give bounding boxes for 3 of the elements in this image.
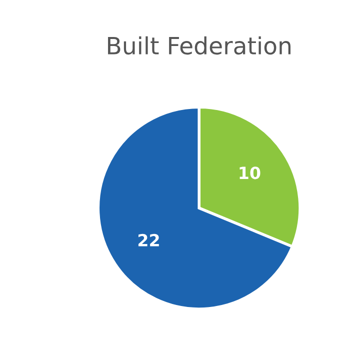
data-label: 10 xyxy=(240,166,260,180)
data-label: 22 xyxy=(138,234,159,246)
chart-title: Built Federation xyxy=(108,36,290,55)
